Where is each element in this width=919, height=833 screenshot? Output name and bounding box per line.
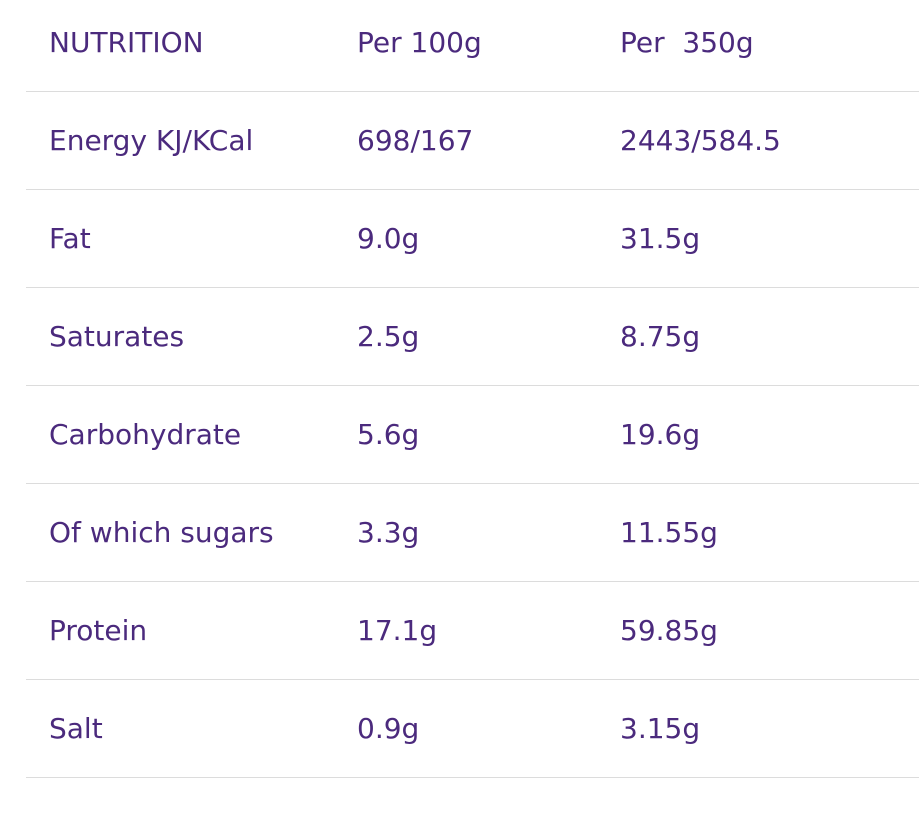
cell: 2443/584.5 bbox=[620, 124, 781, 157]
cell: Per 350g bbox=[620, 26, 754, 59]
cell: 2.5g bbox=[357, 320, 420, 353]
header-row: NUTRITION Per 100g Per 350g bbox=[26, 0, 919, 92]
table-row: Carbohydrate 5.6g 19.6g bbox=[26, 386, 919, 484]
cell: NUTRITION bbox=[49, 26, 204, 59]
cell: 9.0g bbox=[357, 222, 420, 255]
cell: 698/167 bbox=[357, 124, 474, 157]
cell: Saturates bbox=[49, 320, 185, 353]
cell: 11.55g bbox=[620, 516, 718, 549]
cell: 8.75g bbox=[620, 320, 701, 353]
cell: 0.9g bbox=[357, 712, 420, 745]
cell: Carbohydrate bbox=[49, 418, 242, 451]
cell: 3.3g bbox=[357, 516, 420, 549]
table-row: Protein 17.1g 59.85g bbox=[26, 582, 919, 680]
cell: 59.85g bbox=[620, 614, 718, 647]
cell: 19.6g bbox=[620, 418, 701, 451]
cell: 17.1g bbox=[357, 614, 438, 647]
cell: Salt bbox=[49, 712, 103, 745]
cell: Per 100g bbox=[357, 26, 482, 59]
table-row: Energy KJ/KCal 698/167 2443/584.5 bbox=[26, 92, 919, 190]
cell: 5.6g bbox=[357, 418, 420, 451]
cell: Energy KJ/KCal bbox=[49, 124, 254, 157]
table-row: Fat 9.0g 31.5g bbox=[26, 190, 919, 288]
cell: Protein bbox=[49, 614, 148, 647]
table-row: Salt 0.9g 3.15g bbox=[26, 680, 919, 778]
table-row: Saturates 2.5g 8.75g bbox=[26, 288, 919, 386]
cell: 3.15g bbox=[620, 712, 701, 745]
cell: Fat bbox=[49, 222, 91, 255]
table-row: Of which sugars 3.3g 11.55g bbox=[26, 484, 919, 582]
cell: Of which sugars bbox=[49, 516, 274, 549]
cell: 31.5g bbox=[620, 222, 701, 255]
